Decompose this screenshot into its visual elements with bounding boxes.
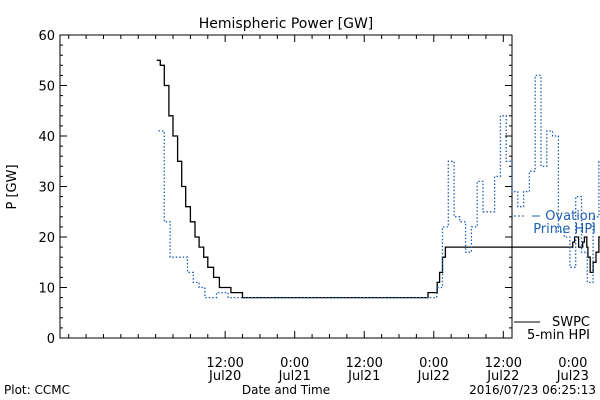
y-tick-label: 0 <box>47 332 55 347</box>
series-layer <box>156 59 600 299</box>
x-tick-time-label: 12:00 <box>345 356 382 371</box>
y-tick-label: 10 <box>38 282 55 297</box>
legend-label-swpc-line1: SWPC <box>552 315 590 330</box>
legend-label-ovation-line2: Prime HPI <box>533 222 596 237</box>
x-tick-date-label: Jul22 <box>417 369 450 384</box>
x-tick-date-label: Jul20 <box>208 369 241 384</box>
series-line-swpc <box>156 59 600 299</box>
x-tick-date-label: Jul22 <box>486 369 519 384</box>
x-tick-date-label: Jul21 <box>278 369 311 384</box>
y-tick-label: 20 <box>38 231 55 246</box>
x-tick-time-label: 0:00 <box>558 356 587 371</box>
x-tick-date-label: Jul21 <box>347 369 380 384</box>
y-tick-label: 30 <box>38 181 55 196</box>
x-tick-time-label: 0:00 <box>419 356 448 371</box>
plot-timestamp: 2016/07/23 06:25:13 <box>469 383 596 397</box>
chart-title: Hemispheric Power [GW] <box>199 16 374 32</box>
x-tick-time-label: 12:00 <box>485 356 522 371</box>
x-tick-date-label: Jul23 <box>556 369 589 384</box>
legend-label-swpc-line2: 5-min HPI <box>527 328 590 343</box>
plot-credit: Plot: CCMC <box>4 383 70 397</box>
plot-area-frame <box>59 34 513 339</box>
legend-label-ovation-line1: Ovation <box>545 209 596 224</box>
x-axis-label: Date and Time <box>242 383 330 397</box>
y-tick-label: 40 <box>38 130 55 145</box>
series-line-ovation <box>158 74 600 299</box>
y-tick-label: 50 <box>38 80 55 95</box>
y-axis-label: P [GW] <box>5 164 20 209</box>
y-tick-label: 60 <box>38 29 55 44</box>
x-tick-time-label: 12:00 <box>206 356 243 371</box>
x-axis: 12:00Jul200:00Jul2112:00Jul210:00Jul2212… <box>68 35 589 384</box>
y-axis: 0 10 20 30 40 50 60 <box>38 29 512 347</box>
x-tick-time-label: 0:00 <box>280 356 309 371</box>
